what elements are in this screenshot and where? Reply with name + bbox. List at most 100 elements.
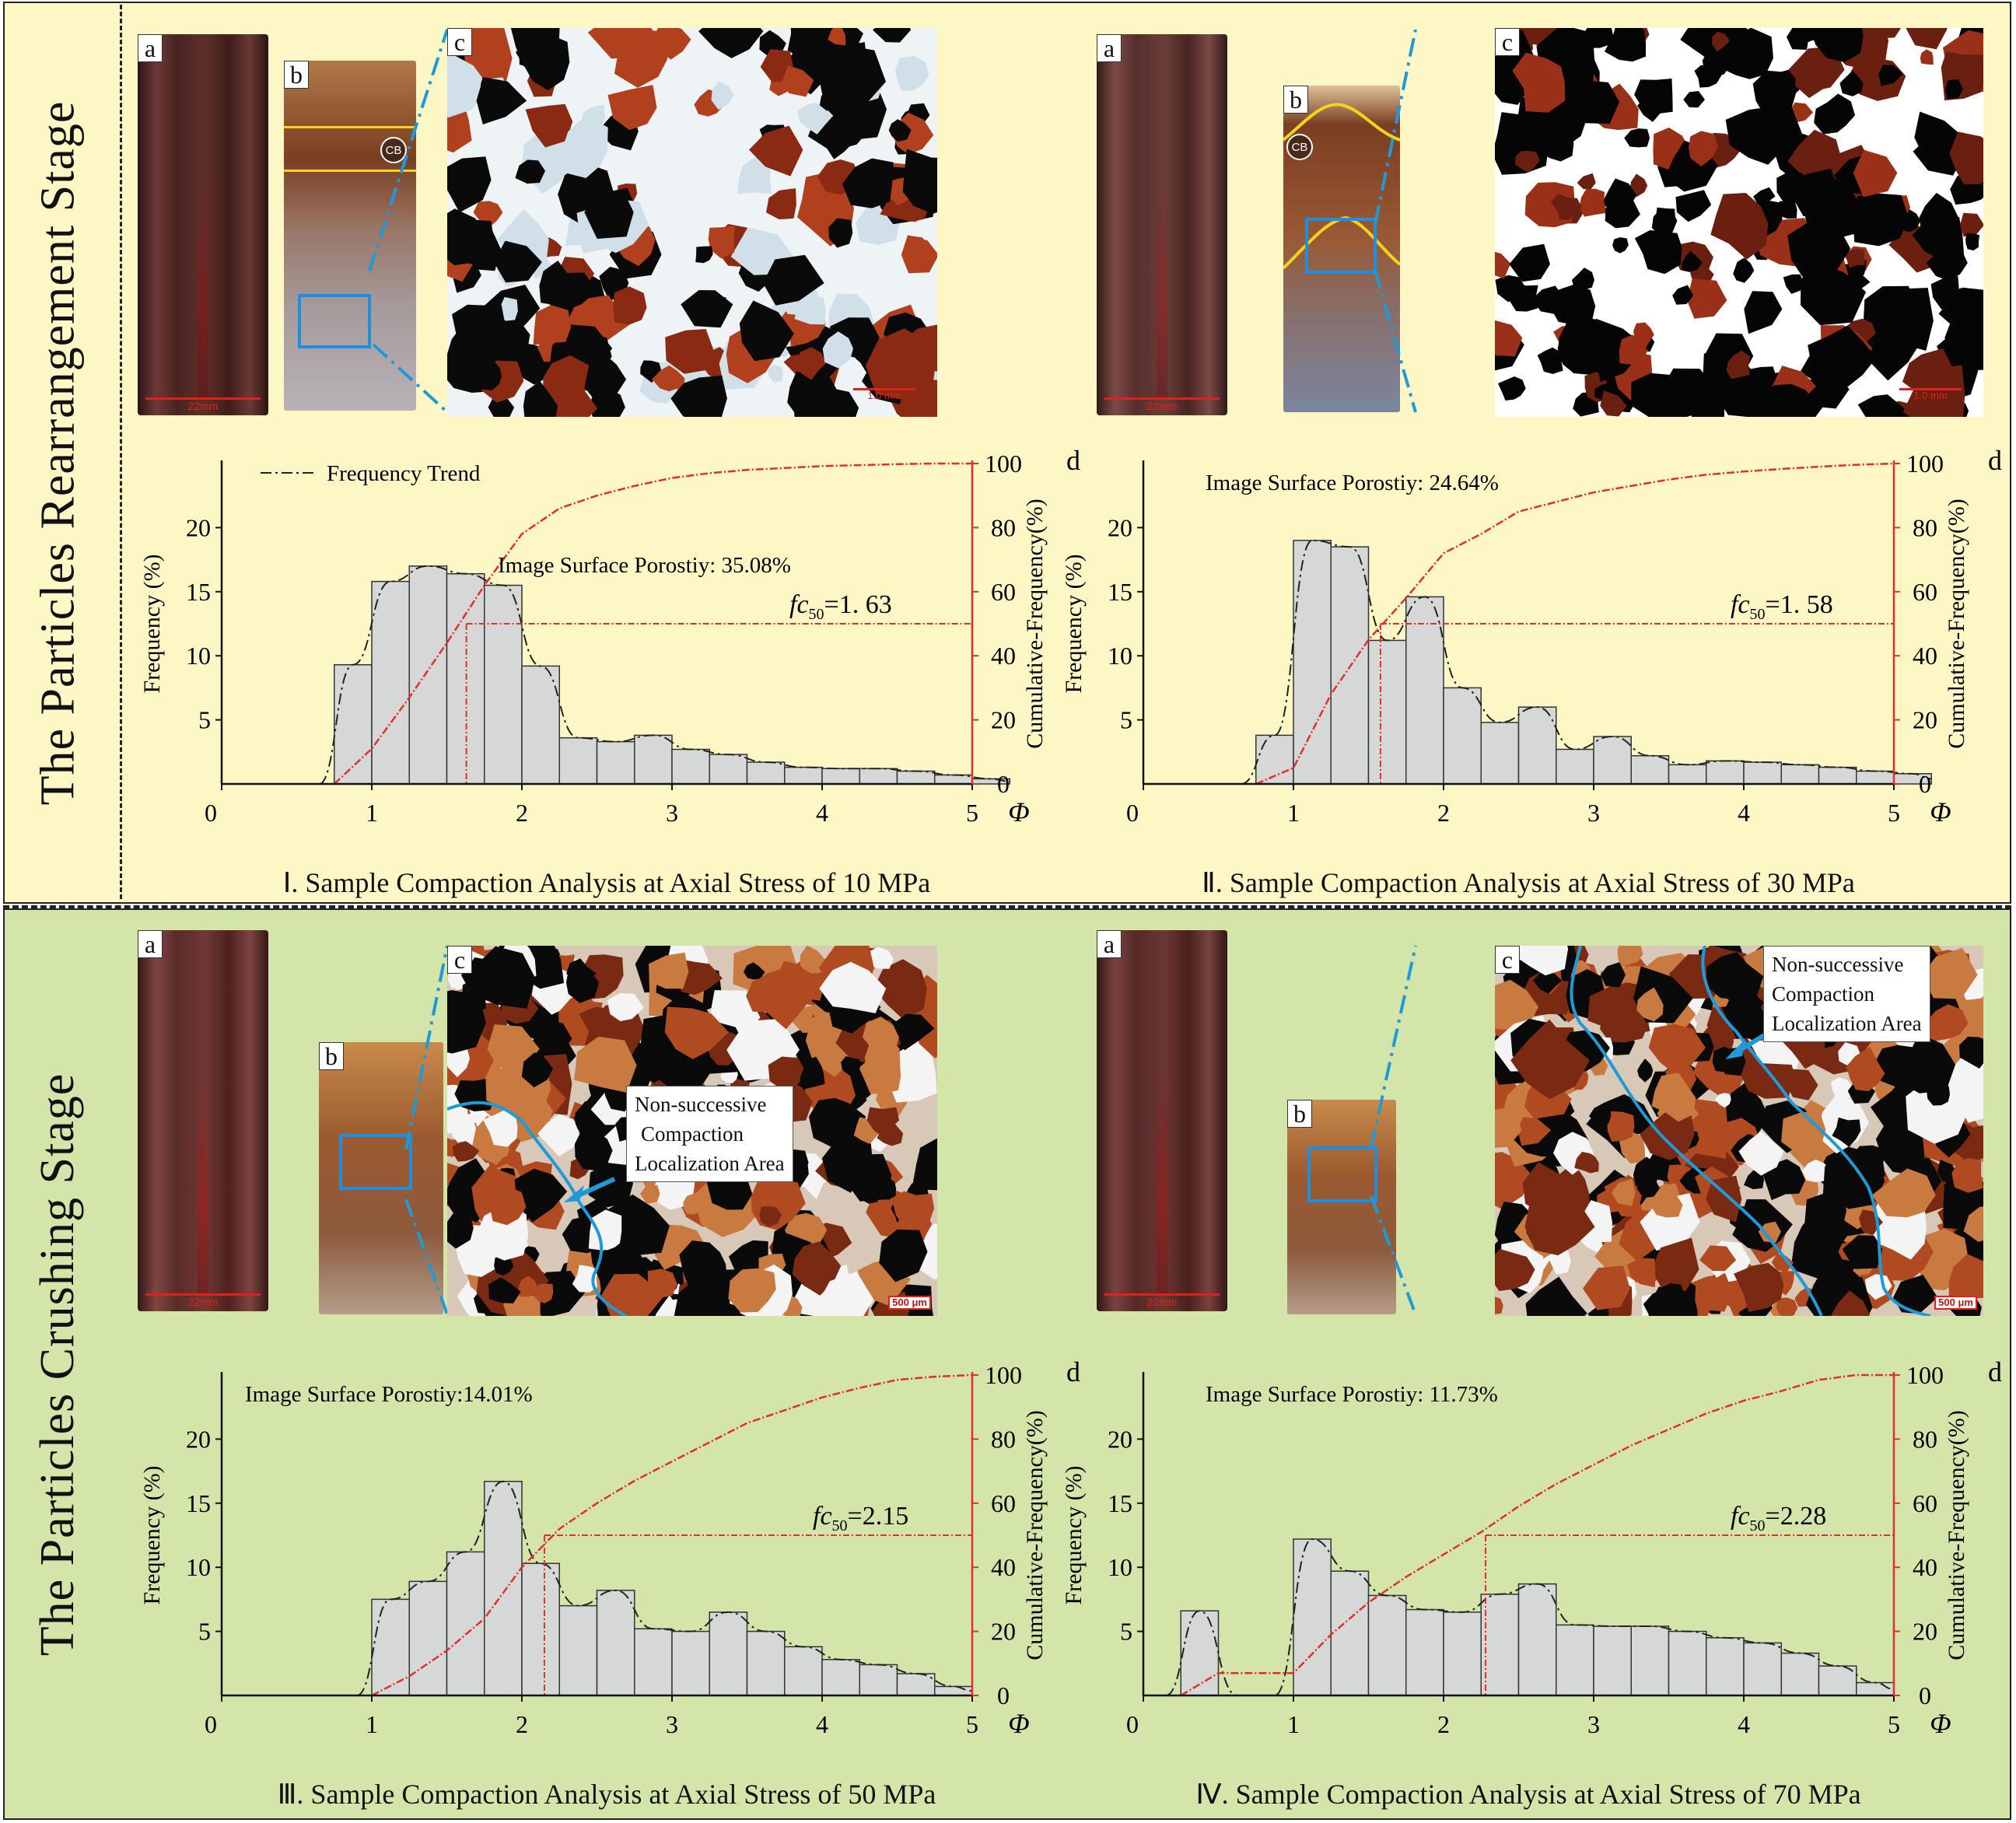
panel-50mpa: 22mm a b Non-successive Compaction Local… xyxy=(128,918,1085,1812)
core-photo-a: 22mm a xyxy=(1097,930,1227,1311)
frequency-bar xyxy=(558,737,598,785)
cumulative-frequency-line xyxy=(1180,1373,1894,1697)
core-scale-bar: 22mm xyxy=(145,1293,261,1308)
yellow-boundary-line xyxy=(284,126,416,128)
y-right-tick-label: 60 xyxy=(1913,1489,1937,1517)
frequency-bar xyxy=(746,1630,786,1696)
frequency-bar xyxy=(784,1646,823,1696)
frequency-bar xyxy=(746,761,786,785)
frequency-bar xyxy=(821,768,860,785)
y-left-tick-label: 10 xyxy=(1108,1553,1132,1581)
frequency-bar xyxy=(371,580,410,785)
x-tick-label: 5 xyxy=(1888,799,1900,827)
y-left-axis-label: Frequency (%) xyxy=(139,554,165,693)
thin-section-micrograph-c: Non-successive Compaction Localization A… xyxy=(1495,946,1983,1316)
y-left-tick-label: 15 xyxy=(1108,1489,1132,1517)
y-left-tick-label: 20 xyxy=(1108,513,1132,541)
frequency-bar xyxy=(1818,766,1857,785)
frequency-bar xyxy=(634,1628,673,1696)
cb-marker: CB xyxy=(380,137,407,163)
x-axis-label: Φ xyxy=(1008,1708,1029,1739)
frequency-bar xyxy=(521,665,560,785)
x-tick-label: 3 xyxy=(1587,1710,1600,1738)
blue-zoom-box xyxy=(298,294,371,348)
y-right-tick-label: 0 xyxy=(1919,770,1931,798)
frequency-bar xyxy=(408,1580,448,1696)
frequency-bar xyxy=(1630,754,1670,785)
frequency-bar xyxy=(634,734,673,785)
x-tick-label: 2 xyxy=(1437,1710,1450,1738)
y-left-tick-label: 10 xyxy=(1108,642,1132,670)
y-right-tick-label: 40 xyxy=(1913,642,1937,670)
frequency-bar xyxy=(484,584,523,785)
x-tick-label: 4 xyxy=(1738,1710,1750,1738)
label-b: b xyxy=(319,1042,344,1070)
x-tick-label: 1 xyxy=(366,799,378,827)
stage-title-divider xyxy=(120,5,122,899)
frequency-bar xyxy=(671,748,710,785)
y-right-tick-label: 0 xyxy=(997,770,1010,798)
y-right-tick-label: 20 xyxy=(991,706,1016,734)
legend-label: Frequency Trend xyxy=(327,461,481,486)
label-a: a xyxy=(138,34,163,62)
blue-zoom-box xyxy=(1305,218,1377,274)
label-d: d xyxy=(1988,445,2002,476)
micro-scale-bar: 500 μm xyxy=(888,1296,931,1310)
cumulative-frequency-line xyxy=(1255,462,1895,786)
frequency-bar xyxy=(896,1673,936,1696)
frequency-bar xyxy=(1593,736,1632,785)
grain-size-chart-10mpa: 0 1 2 3 4 5 Φ 5 10 15 20 0 20 40 60 80 100 Frequency (%) C… xyxy=(139,445,1080,828)
callout-line: Non-successive xyxy=(635,1093,767,1116)
grain-size-chart-50mpa: 0 1 2 3 4 5 Φ 5 10 15 20 0 20 40 60 80 100 Frequency (%) C… xyxy=(139,1356,1080,1739)
x-axis-label: Φ xyxy=(1008,796,1029,828)
stage-title-rearrangement: The Particles Rearrangement Stage xyxy=(31,100,85,805)
x-tick-label: 2 xyxy=(1437,799,1450,827)
blue-zoom-box xyxy=(1307,1146,1377,1202)
yellow-boundary-line xyxy=(284,170,416,172)
x-tick-label: 3 xyxy=(666,799,678,827)
y-right-tick-label: 80 xyxy=(991,513,1016,541)
stage-divider xyxy=(3,905,2011,908)
frequency-bar xyxy=(1330,1570,1370,1696)
frequency-bar xyxy=(1706,760,1745,785)
frequency-bar xyxy=(1293,540,1332,785)
frequency-bar xyxy=(521,1562,560,1696)
frequency-bar xyxy=(1517,706,1557,785)
core-scale-bar: 22mm xyxy=(1104,1293,1220,1308)
label-a: a xyxy=(1097,930,1122,958)
label-a: a xyxy=(1097,34,1122,62)
x-tick-label: 2 xyxy=(516,1710,528,1738)
panel-70mpa: 22mm a b Non-successive Compaction Local… xyxy=(1050,918,2007,1812)
frequency-bar xyxy=(1593,1625,1632,1696)
x-tick-label: 2 xyxy=(516,799,528,827)
frequency-bar xyxy=(709,754,748,785)
frequency-bar xyxy=(1405,1608,1444,1696)
frequency-bar xyxy=(1668,1630,1707,1696)
x-tick-label: 0 xyxy=(205,799,217,827)
panel-caption: Ⅲ. Sample Compaction Analysis at Axial S… xyxy=(277,1779,936,1810)
y-right-tick-label: 40 xyxy=(1913,1553,1937,1581)
x-tick-label: 1 xyxy=(366,1710,378,1738)
grain-size-chart-70mpa: 0 1 2 3 4 5 Φ 5 10 15 20 0 20 40 60 80 100 Frequency (%) C… xyxy=(1061,1356,2002,1739)
y-right-axis-label: Cumulative-Frequency(%) xyxy=(1022,1410,1048,1660)
frequency-bar xyxy=(408,565,448,785)
label-d: d xyxy=(1066,1356,1080,1387)
y-left-tick-label: 5 xyxy=(1120,706,1132,734)
y-right-tick-label: 60 xyxy=(991,1489,1016,1517)
frequency-bar xyxy=(1443,1611,1482,1696)
frequency-bar xyxy=(934,1685,973,1696)
y-left-tick-label: 5 xyxy=(198,706,211,734)
y-right-tick-label: 100 xyxy=(1906,450,1944,478)
panel-caption: Ⅳ. Sample Compaction Analysis at Axial S… xyxy=(1195,1779,1861,1810)
fc50-annotation: fc50=1. 58 xyxy=(1731,590,1833,623)
fc50-annotation: fc50=2.15 xyxy=(813,1502,908,1534)
section-photo-b: b xyxy=(1287,1100,1396,1314)
y-left-tick-label: 20 xyxy=(1108,1425,1132,1453)
x-tick-label: 5 xyxy=(1888,1710,1900,1738)
label-a: a xyxy=(138,930,163,958)
label-b: b xyxy=(1287,1100,1312,1128)
callout-line: Compaction xyxy=(1772,982,1874,1006)
frequency-bar xyxy=(334,663,373,785)
panel-30mpa: 22mm a CB b 1.0 mm c 0 1 2 3 4 5 Φ 5 10 15 20 0 20 40… xyxy=(1050,6,2007,901)
frequency-bar xyxy=(1367,639,1407,785)
